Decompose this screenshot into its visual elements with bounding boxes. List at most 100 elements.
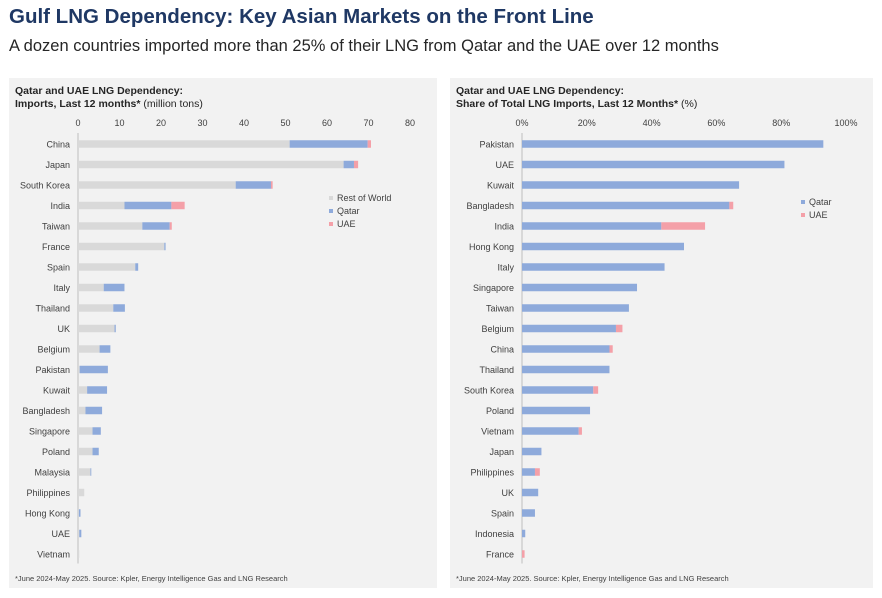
bar-rest-of-world-malaysia [78, 468, 91, 476]
bar-qatar-italy [103, 283, 125, 292]
bar-qatar-france [164, 242, 166, 251]
category-label: UAE [51, 529, 70, 539]
bar-qatar-singapore [522, 283, 638, 292]
bar-qatar-poland [522, 406, 591, 415]
legend-swatch-uae [329, 222, 333, 226]
legend-label-qatar: Qatar [809, 197, 832, 207]
chart-title-line2: Imports, Last 12 months* [15, 97, 141, 110]
chart-title-line2: Share of Total LNG Imports, Last 12 Mont… [456, 97, 679, 110]
legend-swatch-qatar [329, 209, 333, 213]
bar-qatar-uae [79, 529, 82, 538]
category-label: Poland [486, 406, 514, 416]
bar-qatar-thailand [522, 365, 610, 374]
x-tick-label: 60% [707, 118, 725, 128]
legend-swatch-uae [801, 213, 805, 217]
category-label: Thailand [35, 303, 70, 313]
chart-panel-share: Qatar and UAE LNG Dependency: Share of T… [450, 78, 873, 588]
bar-qatar-thailand [113, 304, 125, 312]
bar-qatar-india [124, 201, 172, 210]
bar-qatar-japan [522, 447, 542, 456]
bar-uae-south-korea [270, 181, 273, 189]
category-label: Indonesia [475, 529, 514, 539]
page-title: Gulf LNG Dependency: Key Asian Markets o… [9, 5, 594, 28]
bar-uae-india [661, 222, 706, 230]
bar-qatar-vietnam [522, 427, 579, 435]
category-label: Vietnam [481, 426, 514, 436]
bar-rest-of-world-pakistan [78, 365, 80, 374]
x-tick-label: 0% [515, 118, 528, 128]
category-label: Italy [497, 262, 514, 272]
category-label: Italy [53, 283, 70, 293]
x-tick-label: 70 [363, 118, 373, 128]
x-tick-label: 80 [405, 118, 415, 128]
category-label: Taiwan [486, 303, 514, 313]
legend-label-rest-of-world: Rest of World [337, 193, 391, 203]
bar-qatar-taiwan [142, 222, 170, 230]
bar-uae-vietnam [578, 427, 582, 435]
bar-qatar-south-korea [235, 181, 271, 189]
bar-rest-of-world-uae [78, 529, 80, 538]
bar-rest-of-world-bangladesh [78, 406, 86, 415]
bar-rest-of-world-japan [78, 160, 344, 169]
bar-rest-of-world-philippines [78, 488, 85, 497]
category-label: Japan [45, 160, 70, 170]
chart-title-line1: Qatar and UAE LNG Dependency: [15, 85, 184, 97]
bar-rest-of-world-belgium [78, 345, 100, 353]
x-tick-label: 60 [322, 118, 332, 128]
category-label: Malaysia [34, 467, 70, 477]
category-label: France [486, 549, 514, 559]
category-label: Japan [489, 447, 514, 457]
bar-qatar-poland [92, 447, 99, 456]
bar-qatar-china [289, 140, 368, 148]
bar-qatar-taiwan [522, 304, 629, 312]
category-label: Singapore [29, 426, 70, 436]
category-label: Singapore [473, 283, 514, 293]
bar-qatar-kuwait [87, 386, 108, 394]
share-bar-chart: 0% 20% 40% 60% 80% 100% Pakistan UAE Kuwait Bangl… [464, 118, 858, 564]
bar-qatar-bangladesh [85, 406, 103, 415]
category-label: Hong Kong [469, 242, 514, 252]
bar-rest-of-world-italy [78, 283, 104, 292]
bar-qatar-spain [522, 509, 535, 517]
bar-qatar-uk [114, 324, 116, 333]
category-label: Poland [42, 447, 70, 457]
category-label: South Korea [464, 385, 514, 395]
legend-label-uae: UAE [809, 210, 828, 220]
bar-uae-france [522, 550, 525, 558]
bar-uae-taiwan [169, 222, 172, 230]
bar-qatar-malaysia [90, 468, 92, 476]
legend-label-qatar: Qatar [337, 206, 360, 216]
bar-uae-japan [353, 160, 359, 169]
x-tick-label: 20% [578, 118, 596, 128]
x-tick-label: 40 [239, 118, 249, 128]
category-label: Philippines [470, 467, 514, 477]
category-label: Philippines [26, 488, 70, 498]
bar-rest-of-world-india [78, 201, 125, 210]
bar-rest-of-world-thailand [78, 304, 114, 312]
category-label: Spain [491, 508, 514, 518]
category-label: China [46, 139, 70, 149]
bar-uae-china [609, 345, 613, 353]
bar-rest-of-world-france [78, 242, 165, 251]
bar-qatar-bangladesh [522, 201, 730, 210]
category-label: Thailand [479, 365, 514, 375]
category-label: Bangladesh [466, 201, 514, 211]
x-tick-label: 0 [75, 118, 80, 128]
footnote-share: *June 2024-May 2025. Source: Kpler, Ener… [456, 574, 729, 583]
bar-uae-india [171, 201, 185, 210]
x-tick-label: 20 [156, 118, 166, 128]
page-subtitle: A dozen countries imported more than 25%… [9, 37, 719, 55]
bar-uae-bangladesh [729, 201, 734, 210]
chart-title-line1: Qatar and UAE LNG Dependency: [456, 85, 625, 97]
bar-qatar-philippines [522, 468, 535, 476]
bar-qatar-india [522, 222, 662, 230]
x-tick-label: 10 [114, 118, 124, 128]
chart-title-share: Qatar and UAE LNG Dependency: Share of T… [456, 85, 697, 110]
imports-bar-chart: 0 10 20 30 40 50 60 70 80 China Japan South Korea In… [20, 118, 415, 564]
bar-rest-of-world-taiwan [78, 222, 143, 230]
bar-qatar-pakistan [79, 365, 108, 374]
category-label: Kuwait [43, 385, 71, 395]
bar-qatar-indonesia [522, 529, 526, 538]
bar-uae-belgium [615, 324, 623, 333]
category-label: Hong Kong [25, 508, 70, 518]
